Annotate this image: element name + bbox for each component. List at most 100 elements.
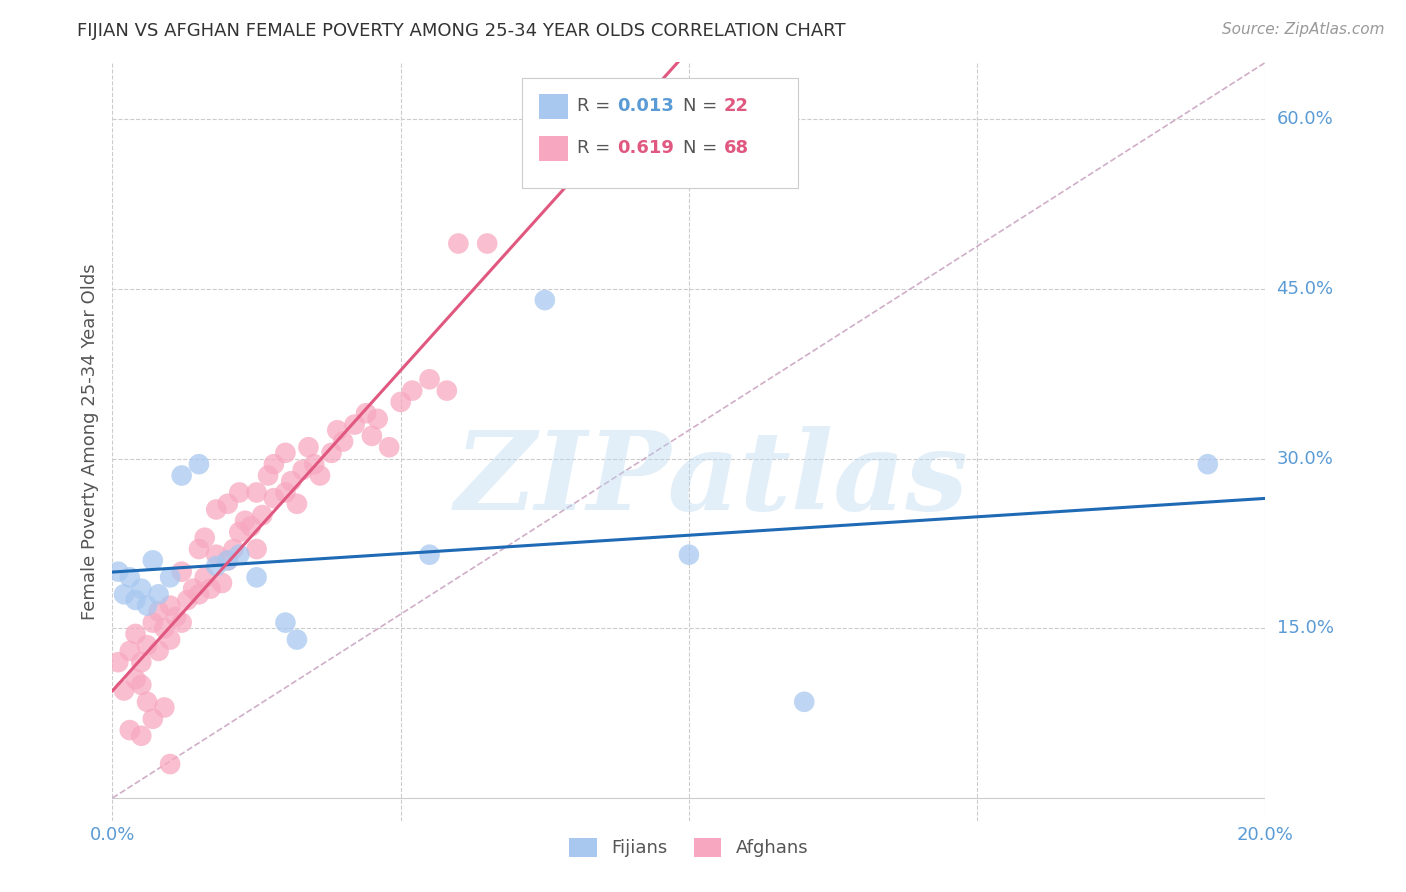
Point <box>148 587 170 601</box>
Point <box>205 502 228 516</box>
Text: 0.013: 0.013 <box>617 97 675 115</box>
Point <box>159 599 181 613</box>
Point <box>129 582 153 596</box>
Point <box>181 582 204 596</box>
Point <box>274 485 297 500</box>
Legend: Fijians, Afghans: Fijians, Afghans <box>562 830 815 864</box>
Point <box>194 531 217 545</box>
Point <box>239 519 262 533</box>
Point <box>1197 457 1219 471</box>
Point <box>285 632 308 647</box>
Point <box>367 412 389 426</box>
Point <box>200 582 222 596</box>
Point <box>217 553 239 567</box>
Point <box>188 457 211 471</box>
Text: R =: R = <box>576 139 616 157</box>
Point <box>112 683 135 698</box>
Point <box>285 497 308 511</box>
Point <box>280 474 302 488</box>
Point <box>332 434 354 449</box>
Point <box>389 395 412 409</box>
Point <box>118 570 141 584</box>
Point <box>309 468 332 483</box>
Point <box>136 599 159 613</box>
Point <box>297 440 319 454</box>
Point <box>360 429 382 443</box>
Point <box>153 621 176 635</box>
Point <box>321 446 343 460</box>
Point <box>205 559 228 574</box>
Point <box>222 542 245 557</box>
Point <box>534 293 557 307</box>
Point <box>142 712 165 726</box>
Point <box>112 587 135 601</box>
Y-axis label: Female Poverty Among 25-34 Year Olds: Female Poverty Among 25-34 Year Olds <box>80 263 98 620</box>
Point <box>304 457 326 471</box>
Text: N =: N = <box>683 139 723 157</box>
Point <box>326 423 349 437</box>
Point <box>159 570 181 584</box>
Text: 60.0%: 60.0% <box>1277 110 1333 128</box>
Point <box>176 593 198 607</box>
Point <box>228 524 250 539</box>
Point <box>252 508 274 522</box>
Text: FIJIAN VS AFGHAN FEMALE POVERTY AMONG 25-34 YEAR OLDS CORRELATION CHART: FIJIAN VS AFGHAN FEMALE POVERTY AMONG 25… <box>77 22 846 40</box>
Point <box>274 446 297 460</box>
Point <box>257 468 280 483</box>
Point <box>246 542 269 557</box>
Point <box>217 553 239 567</box>
Point <box>419 548 441 562</box>
Bar <box>538 95 568 120</box>
Point <box>170 565 193 579</box>
Point <box>291 463 314 477</box>
Point <box>136 638 159 652</box>
Point <box>142 615 165 630</box>
Point <box>354 406 377 420</box>
Point <box>246 485 269 500</box>
Point <box>129 729 153 743</box>
Point <box>107 565 129 579</box>
Point <box>188 587 211 601</box>
Point <box>263 491 285 505</box>
Text: 0.619: 0.619 <box>617 139 675 157</box>
Point <box>142 553 165 567</box>
Point <box>124 672 146 686</box>
Bar <box>538 136 568 161</box>
Text: 45.0%: 45.0% <box>1277 280 1334 298</box>
Text: 68: 68 <box>724 139 748 157</box>
Text: 15.0%: 15.0% <box>1277 619 1333 637</box>
Point <box>436 384 458 398</box>
Text: R =: R = <box>576 97 616 115</box>
Point <box>118 723 141 738</box>
Text: ZIPatlas: ZIPatlas <box>456 425 969 533</box>
Point <box>343 417 366 432</box>
Point <box>211 576 233 591</box>
Point <box>233 514 256 528</box>
Text: 22: 22 <box>724 97 748 115</box>
FancyBboxPatch shape <box>522 78 799 187</box>
Point <box>124 593 146 607</box>
Point <box>447 236 470 251</box>
Point <box>228 485 250 500</box>
Point <box>159 632 181 647</box>
Text: N =: N = <box>683 97 723 115</box>
Point <box>170 468 193 483</box>
Point <box>678 548 700 562</box>
Point <box>153 700 176 714</box>
Point <box>165 610 187 624</box>
Point <box>263 457 285 471</box>
Point <box>118 644 141 658</box>
Point <box>170 615 193 630</box>
Point <box>124 627 146 641</box>
Point <box>401 384 423 398</box>
Point <box>194 570 217 584</box>
Point <box>129 678 153 692</box>
Point <box>419 372 441 386</box>
Point <box>148 644 170 658</box>
Point <box>228 548 250 562</box>
Point <box>136 695 159 709</box>
Point <box>205 548 228 562</box>
Point <box>246 570 269 584</box>
Point <box>148 604 170 618</box>
Text: Source: ZipAtlas.com: Source: ZipAtlas.com <box>1222 22 1385 37</box>
